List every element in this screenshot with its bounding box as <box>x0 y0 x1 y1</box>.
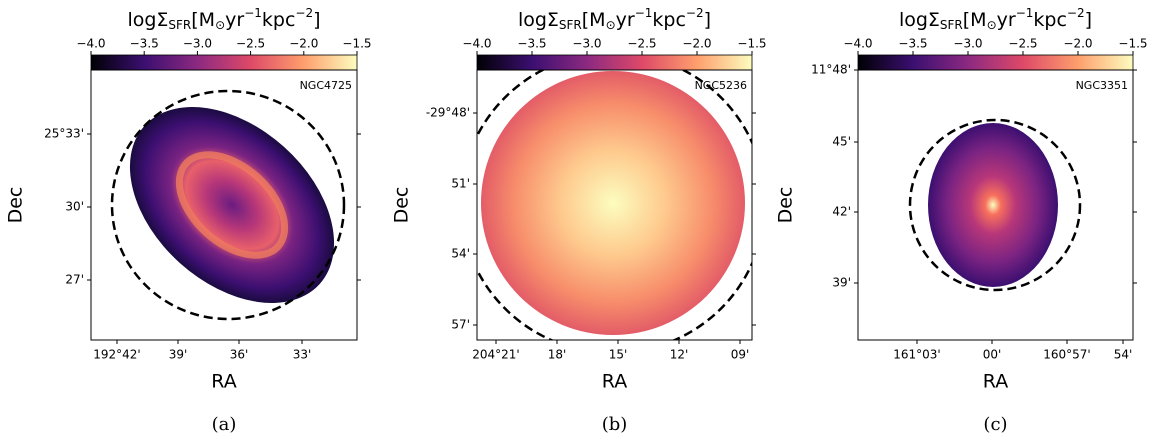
x-tick-label: 39' <box>169 348 188 362</box>
colorbar-label: logΣSFR[M⊙yr−1kpc−2] <box>899 6 1092 32</box>
y-tick-label: 39' <box>832 276 851 290</box>
colorbar-label-part: yr <box>616 9 635 31</box>
colorbar-label-part: −1 <box>635 6 653 20</box>
galaxy <box>928 123 1058 287</box>
colorbar-tick-label: −2.0 <box>682 37 711 51</box>
colorbar-tick-label: −4.0 <box>462 37 491 51</box>
colorbar-tick-label: −1.5 <box>342 37 371 51</box>
colorbar-label-part: SFR <box>559 18 582 32</box>
galaxy <box>481 71 745 335</box>
colorbar-label-part: yr <box>997 9 1016 31</box>
colorbar <box>477 55 752 70</box>
colorbar-tick-label: −3.5 <box>517 37 546 51</box>
colorbar-label-part: ⊙ <box>215 18 225 32</box>
y-axis-label: Dec <box>775 187 797 224</box>
caption: (a) <box>212 414 237 435</box>
colorbar-tick-label: −3.0 <box>572 37 601 51</box>
x-tick-label: 204°21' <box>472 348 519 362</box>
y-tick-label: 30' <box>65 200 84 214</box>
colorbar-label-part: −2 <box>295 6 313 20</box>
y-tick-label: -29°48' <box>426 106 470 120</box>
x-tick-label: 18' <box>548 348 567 362</box>
colorbar-label-part: kpc <box>652 9 686 31</box>
colorbar-label-part: −2 <box>1067 6 1085 20</box>
colorbar-label-part: ] <box>313 9 320 31</box>
colorbar-label-part: [M <box>582 9 606 31</box>
colorbar-label-part: ] <box>704 9 711 31</box>
colorbar-label-part: SFR <box>168 18 191 32</box>
colorbar-tick-label: −2.5 <box>236 37 265 51</box>
colorbar-label-part: [M <box>963 9 987 31</box>
colorbar <box>91 55 357 70</box>
y-axis-label: Dec <box>391 187 413 224</box>
colorbar-label-part: logΣ <box>899 9 940 31</box>
colorbar-label-part: logΣ <box>127 9 168 31</box>
x-tick-label: 36' <box>230 348 249 362</box>
colorbar-tick-label: −1.5 <box>1118 37 1147 51</box>
colorbar-label-part: −1 <box>244 6 262 20</box>
colorbar-tick-label: −4.0 <box>76 37 105 51</box>
y-tick-label: 42' <box>832 205 851 219</box>
x-tick-label: 12' <box>670 348 689 362</box>
y-tick-label: 51' <box>451 177 470 191</box>
y-tick-label: 45' <box>832 135 851 149</box>
x-tick-label: 192°42' <box>93 348 140 362</box>
colorbar-label-part: yr <box>225 9 244 31</box>
colorbar <box>858 55 1133 70</box>
y-tick-label: 57' <box>451 318 470 332</box>
colorbar-tick-label: −1.5 <box>737 37 766 51</box>
galaxy-name: NGC5236 <box>695 79 747 92</box>
x-tick-label: 15' <box>609 348 628 362</box>
colorbar-label: logΣSFR[M⊙yr−1kpc−2] <box>127 6 320 32</box>
caption: (c) <box>983 414 1007 435</box>
colorbar-tick-label: −2.5 <box>1008 37 1037 51</box>
y-axis-label: Dec <box>5 187 27 224</box>
galaxy-image <box>461 53 765 353</box>
x-tick-label: 161°03' <box>893 348 940 362</box>
colorbar-label-part: SFR <box>940 18 963 32</box>
x-tick-label: 00' <box>983 348 1002 362</box>
caption: (b) <box>602 414 628 435</box>
colorbar-tick-label: −2.0 <box>1063 37 1092 51</box>
y-tick-label: 11°48' <box>811 63 851 77</box>
galaxy-name: NGC4725 <box>300 79 352 92</box>
x-tick-label: 09' <box>731 348 750 362</box>
x-tick-label: 33' <box>293 348 312 362</box>
colorbar-tick-label: −4.0 <box>843 37 872 51</box>
galaxy-image <box>92 68 372 342</box>
x-tick-label: 160°57' <box>1043 348 1090 362</box>
colorbar-tick-label: −3.5 <box>898 37 927 51</box>
colorbar-tick-label: −3.0 <box>183 37 212 51</box>
colorbar-label: logΣSFR[M⊙yr−1kpc−2] <box>518 6 711 32</box>
galaxy-image <box>910 120 1080 290</box>
colorbar-label-part: ⊙ <box>606 18 616 32</box>
galaxy <box>92 68 372 342</box>
colorbar-label-part: kpc <box>262 9 296 31</box>
colorbar-label-part: ⊙ <box>987 18 997 32</box>
colorbar-tick-label: −2.5 <box>627 37 656 51</box>
x-axis-label: RA <box>983 371 1008 393</box>
x-tick-label: 54' <box>1114 348 1133 362</box>
x-axis-label: RA <box>211 371 236 393</box>
y-tick-label: 54' <box>451 247 470 261</box>
colorbar-tick-label: −3.0 <box>953 37 982 51</box>
figure: −4.0−3.5−3.0−2.5−2.0−1.5logΣSFR[M⊙yr−1kp… <box>0 0 1157 441</box>
galaxy-name: NGC3351 <box>1076 79 1128 92</box>
colorbar-label-part: −2 <box>686 6 704 20</box>
colorbar-label-part: ] <box>1085 9 1092 31</box>
y-tick-label: 25°33' <box>44 127 84 141</box>
colorbar-label-part: logΣ <box>518 9 559 31</box>
colorbar-tick-label: −2.0 <box>289 37 318 51</box>
colorbar-label-part: kpc <box>1033 9 1067 31</box>
colorbar-label-part: −1 <box>1016 6 1034 20</box>
x-axis-label: RA <box>602 371 627 393</box>
colorbar-tick-label: −3.5 <box>130 37 159 51</box>
colorbar-label-part: [M <box>191 9 215 31</box>
y-tick-label: 27' <box>65 273 84 287</box>
